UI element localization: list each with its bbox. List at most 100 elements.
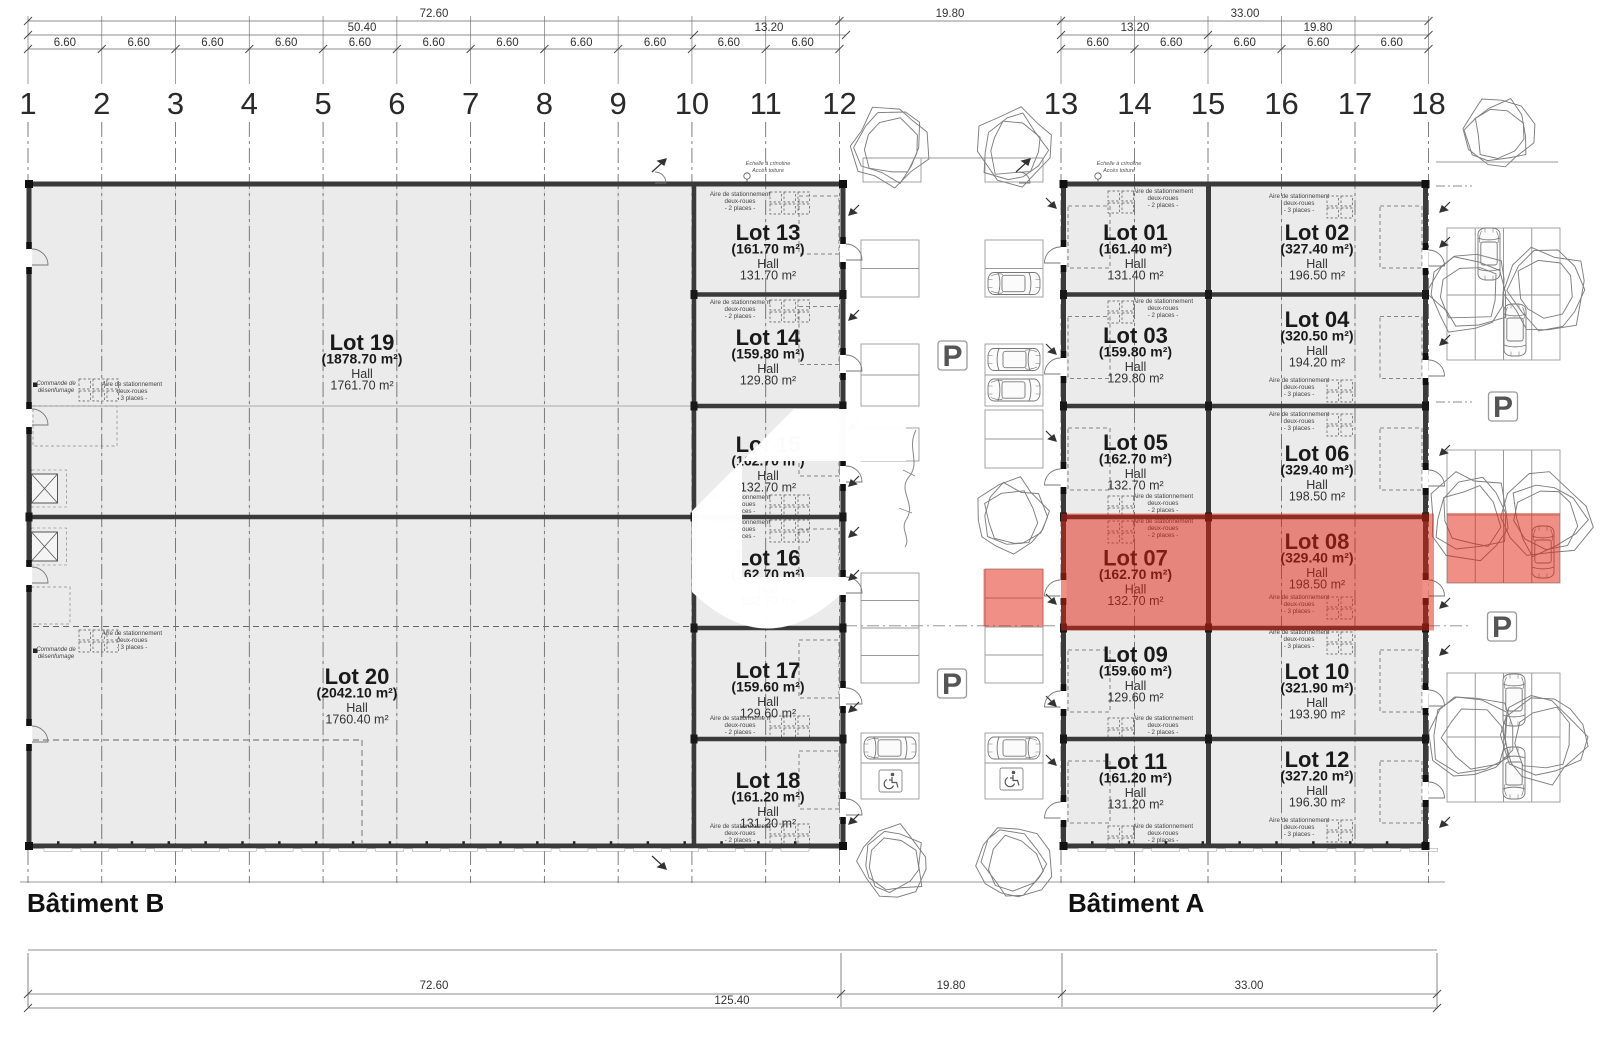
svg-text:P: P <box>942 340 962 373</box>
svg-text:- 2 places -: - 2 places - <box>1148 202 1179 209</box>
svg-text:Lot 18: Lot 18 <box>736 768 801 793</box>
svg-text:Aire de stationnement: Aire de stationnement <box>710 823 770 830</box>
svg-text:Aire de stationnement: Aire de stationnement <box>1133 823 1193 830</box>
svg-text:(320.50 m²): (320.50 m²) <box>1280 328 1353 344</box>
svg-text:(327.40 m²): (327.40 m²) <box>1280 241 1353 257</box>
svg-text:Lot 20: Lot 20 <box>325 664 390 689</box>
svg-text:2: 2 <box>93 86 110 121</box>
svg-text:6.60: 6.60 <box>570 37 592 49</box>
svg-text:10: 10 <box>675 86 709 121</box>
svg-text:6.60: 6.60 <box>349 37 371 49</box>
svg-text:deux-roues: deux-roues <box>725 306 756 313</box>
svg-text:12: 12 <box>822 86 856 121</box>
svg-text:Accès toiture: Accès toiture <box>751 168 784 174</box>
svg-text:13.20: 13.20 <box>755 22 784 34</box>
svg-text:19.80: 19.80 <box>936 8 965 20</box>
svg-text:(161.20 m²): (161.20 m²) <box>731 789 804 805</box>
svg-text:Bâtiment B: Bâtiment B <box>27 888 164 918</box>
svg-text:(2042.10 m²): (2042.10 m²) <box>317 685 398 701</box>
svg-text:13: 13 <box>1044 86 1078 121</box>
svg-text:deux-roues: deux-roues <box>1284 824 1315 831</box>
svg-text:- 3 places -: - 3 places - <box>1284 425 1315 432</box>
svg-text:Bâtiment A: Bâtiment A <box>1068 888 1204 918</box>
svg-text:193.90 m²: 193.90 m² <box>1289 708 1345 722</box>
svg-text:Hall: Hall <box>1306 696 1328 710</box>
svg-text:6.60: 6.60 <box>1087 37 1109 49</box>
svg-text:deux-roues: deux-roues <box>1148 830 1179 837</box>
svg-text:- 2 places -: - 2 places - <box>725 729 756 736</box>
svg-text:50.40: 50.40 <box>348 22 377 34</box>
svg-text:1761.70 m²: 1761.70 m² <box>330 379 393 393</box>
svg-text:Lot 13: Lot 13 <box>736 220 801 245</box>
svg-text:Aire de stationnement: Aire de stationnement <box>1133 188 1193 195</box>
svg-text:- 2 places -: - 2 places - <box>1148 729 1179 736</box>
svg-text:(161.70 m²): (161.70 m²) <box>731 241 804 257</box>
svg-text:Aire de stationnement: Aire de stationnement <box>1133 493 1193 500</box>
svg-text:6.60: 6.60 <box>54 37 76 49</box>
svg-text:désenfumage: désenfumage <box>38 654 75 660</box>
svg-text:Lot 03: Lot 03 <box>1103 323 1168 348</box>
svg-text:Hall: Hall <box>757 257 779 271</box>
svg-text:Aire de stationnement: Aire de stationnement <box>1269 193 1329 200</box>
svg-text:Aire de stationnement: Aire de stationnement <box>710 191 770 198</box>
svg-text:Hall: Hall <box>757 805 779 819</box>
svg-text:Hall: Hall <box>757 469 779 483</box>
svg-text:Hall: Hall <box>1306 344 1328 358</box>
svg-text:129.60 m²: 129.60 m² <box>740 707 796 721</box>
svg-text:- 2 places -: - 2 places - <box>1148 312 1179 319</box>
svg-text:deux-roues: deux-roues <box>1284 384 1315 391</box>
svg-text:18: 18 <box>1411 86 1445 121</box>
svg-text:131.20 m²: 131.20 m² <box>740 817 796 831</box>
svg-text:72.60: 72.60 <box>420 8 449 20</box>
svg-text:129.80 m²: 129.80 m² <box>1107 372 1163 386</box>
svg-text:- 3 places -: - 3 places - <box>1284 643 1315 650</box>
svg-text:Lot 04: Lot 04 <box>1285 307 1351 332</box>
svg-text:Lot 19: Lot 19 <box>330 330 395 355</box>
svg-text:129.80 m²: 129.80 m² <box>740 374 796 388</box>
svg-text:deux-roues: deux-roues <box>1148 195 1179 202</box>
svg-text:Aire de stationnement: Aire de stationnement <box>102 381 162 388</box>
svg-text:6: 6 <box>388 86 405 121</box>
svg-text:- 2 places -: - 2 places - <box>725 205 756 212</box>
svg-text:132.70 m²: 132.70 m² <box>1107 479 1163 493</box>
svg-text:6.60: 6.60 <box>644 37 666 49</box>
svg-text:deux-roues: deux-roues <box>1284 418 1315 425</box>
svg-text:3: 3 <box>167 86 184 121</box>
svg-text:(327.20 m²): (327.20 m²) <box>1280 768 1353 784</box>
svg-text:13.20: 13.20 <box>1121 22 1150 34</box>
svg-text:6.60: 6.60 <box>201 37 223 49</box>
svg-text:Lot 09: Lot 09 <box>1103 642 1168 667</box>
svg-text:Hall: Hall <box>1125 360 1147 374</box>
svg-text:72.60: 72.60 <box>420 980 449 992</box>
svg-text:(162.70 m²): (162.70 m²) <box>1099 451 1172 467</box>
svg-text:deux-roues: deux-roues <box>1284 200 1315 207</box>
svg-text:deux-roues: deux-roues <box>117 388 148 395</box>
svg-text:deux-roues: deux-roues <box>725 722 756 729</box>
svg-text:17: 17 <box>1338 86 1372 121</box>
svg-text:Hall: Hall <box>1125 679 1147 693</box>
svg-text:Lot 06: Lot 06 <box>1285 441 1350 466</box>
svg-text:6.60: 6.60 <box>1381 37 1403 49</box>
svg-text:Commande de: Commande de <box>36 381 76 387</box>
svg-text:6.60: 6.60 <box>1160 37 1182 49</box>
svg-text:6.60: 6.60 <box>1307 37 1329 49</box>
svg-text:Hall: Hall <box>1306 784 1328 798</box>
svg-text:Lot 10: Lot 10 <box>1285 659 1350 684</box>
svg-text:deux-roues: deux-roues <box>1148 500 1179 507</box>
svg-text:131.70 m²: 131.70 m² <box>740 269 796 283</box>
svg-text:Hall: Hall <box>757 695 779 709</box>
svg-text:Échelle à crinoline: Échelle à crinoline <box>746 160 791 167</box>
svg-text:Hall: Hall <box>351 367 373 381</box>
svg-text:198.50 m²: 198.50 m² <box>1289 490 1345 504</box>
svg-text:129.60 m²: 129.60 m² <box>1107 691 1163 705</box>
svg-text:Lot 11: Lot 11 <box>1104 749 1168 774</box>
svg-text:4: 4 <box>241 86 258 121</box>
svg-text:Lot 01: Lot 01 <box>1103 220 1168 245</box>
svg-text:131.20 m²: 131.20 m² <box>1107 798 1163 812</box>
svg-text:15: 15 <box>1191 86 1225 121</box>
svg-text:1: 1 <box>19 86 36 121</box>
svg-text:Aire de stationnement: Aire de stationnement <box>1269 377 1329 384</box>
svg-text:(321.90 m²): (321.90 m²) <box>1280 680 1353 696</box>
svg-text:Hall: Hall <box>757 362 779 376</box>
svg-text:- 2 places -: - 2 places - <box>725 313 756 320</box>
